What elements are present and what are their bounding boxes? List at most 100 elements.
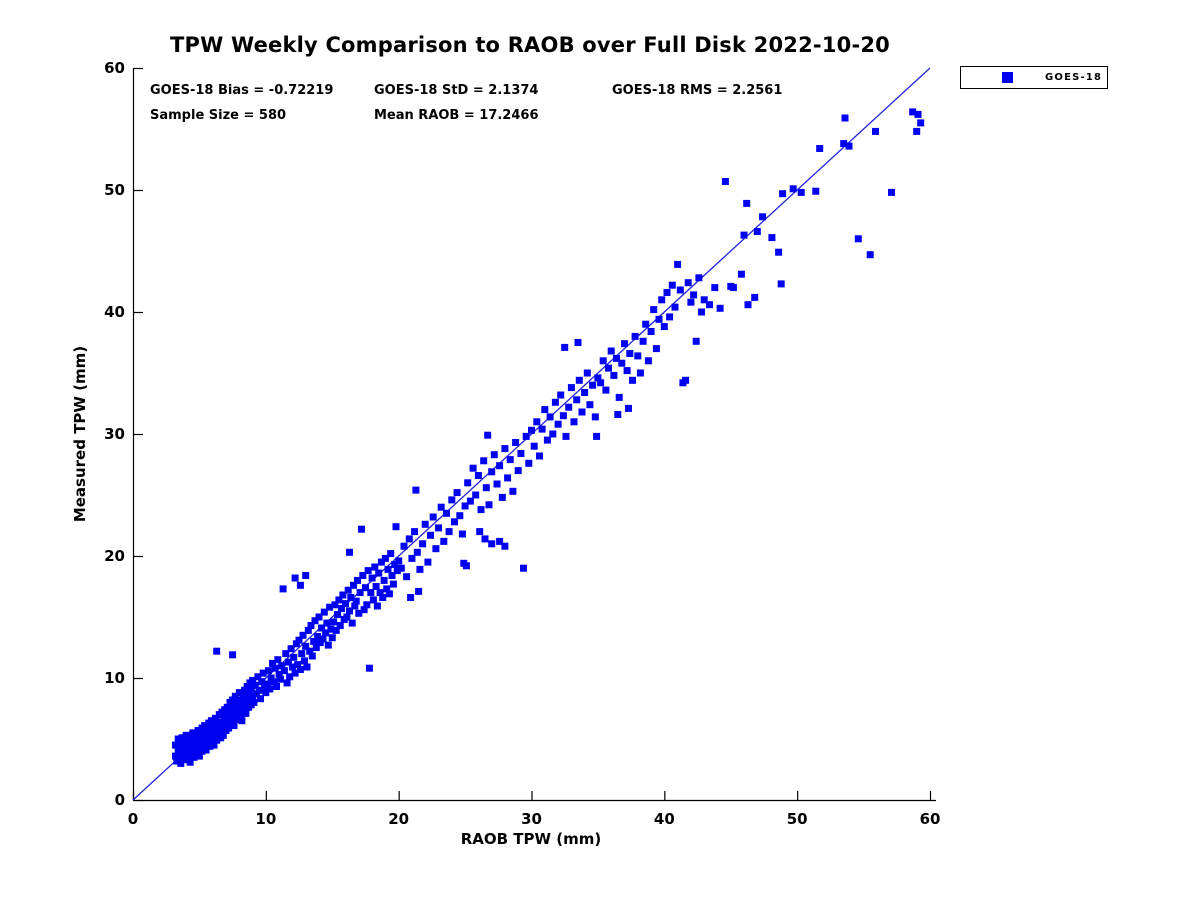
data-point <box>692 337 700 345</box>
data-point <box>338 605 345 612</box>
data-point <box>362 584 369 592</box>
data-point <box>671 303 679 311</box>
data-point <box>623 367 631 375</box>
x-tick-label: 50 <box>787 810 808 828</box>
data-point <box>335 596 343 604</box>
scatter-points <box>172 108 925 767</box>
data-point <box>408 554 416 562</box>
data-point <box>261 684 268 692</box>
data-point <box>193 740 201 748</box>
data-point <box>213 647 221 655</box>
data-point <box>751 293 759 301</box>
data-point <box>615 393 623 401</box>
data-point <box>302 642 310 650</box>
data-point <box>451 518 458 526</box>
data-point <box>291 669 299 677</box>
data-point <box>350 581 357 589</box>
data-point <box>405 535 413 543</box>
data-point <box>674 260 682 268</box>
data-point <box>227 718 235 726</box>
data-point <box>354 576 361 584</box>
data-point <box>504 474 512 482</box>
data-point <box>574 339 582 346</box>
data-point <box>567 384 575 392</box>
data-point <box>319 635 327 643</box>
data-point <box>909 108 917 116</box>
data-point <box>201 722 209 730</box>
data-point <box>448 496 456 504</box>
data-point <box>605 364 612 372</box>
data-point <box>331 601 339 609</box>
data-point <box>330 618 338 626</box>
data-point <box>271 664 279 672</box>
data-point <box>326 603 334 611</box>
data-point <box>591 413 599 421</box>
data-point <box>189 729 197 737</box>
data-point <box>655 315 663 323</box>
data-point <box>400 542 408 550</box>
data-point <box>509 487 517 495</box>
data-point <box>197 742 205 750</box>
data-point <box>797 188 805 196</box>
data-point <box>223 703 231 711</box>
data-point <box>593 432 601 440</box>
data-point <box>626 350 634 357</box>
data-point <box>480 457 488 465</box>
data-point <box>310 637 318 645</box>
data-point <box>184 740 191 748</box>
data-point <box>660 323 668 331</box>
data-point <box>189 742 197 750</box>
data-point <box>176 744 183 751</box>
data-point <box>233 708 241 716</box>
data-point <box>211 714 219 722</box>
x-axis-ticks: 0 10 20 30 40 50 60 <box>128 791 940 828</box>
data-point <box>303 663 311 671</box>
data-point <box>176 753 183 761</box>
data-point <box>373 602 381 610</box>
data-point <box>375 569 383 577</box>
data-point <box>845 142 853 150</box>
data-point <box>291 574 299 582</box>
data-point <box>316 639 324 647</box>
data-point <box>195 736 203 744</box>
data-point <box>432 545 440 553</box>
legend-square-marker-icon <box>1002 72 1013 83</box>
data-point <box>254 673 262 681</box>
data-point <box>251 681 259 689</box>
data-point <box>265 667 272 675</box>
data-point <box>286 673 294 681</box>
data-point <box>294 661 302 669</box>
data-point <box>368 574 376 582</box>
data-point <box>270 678 278 686</box>
data-point <box>407 594 415 601</box>
data-point <box>533 418 541 426</box>
x-tick-label: 30 <box>521 810 542 828</box>
data-point <box>356 589 364 597</box>
data-point <box>525 459 533 467</box>
data-point <box>381 554 389 562</box>
data-point <box>380 576 388 584</box>
data-point <box>267 674 275 682</box>
data-point <box>284 658 292 666</box>
data-point <box>602 386 610 394</box>
data-point <box>334 611 342 619</box>
data-point <box>245 689 253 697</box>
data-point <box>676 286 684 294</box>
data-point <box>392 523 400 531</box>
data-point <box>290 653 298 661</box>
data-point <box>174 747 182 755</box>
data-point <box>221 716 229 723</box>
data-point <box>575 376 583 384</box>
data-point <box>315 613 323 621</box>
data-point <box>464 479 472 487</box>
data-point <box>308 652 316 660</box>
data-point <box>589 381 597 389</box>
data-point <box>812 187 820 195</box>
data-point <box>242 709 250 717</box>
data-point <box>493 480 501 488</box>
data-point <box>440 537 448 545</box>
data-point <box>275 670 283 678</box>
stat-mean-raob: Mean RAOB = 17.2466 <box>374 108 539 123</box>
data-point <box>644 357 652 365</box>
